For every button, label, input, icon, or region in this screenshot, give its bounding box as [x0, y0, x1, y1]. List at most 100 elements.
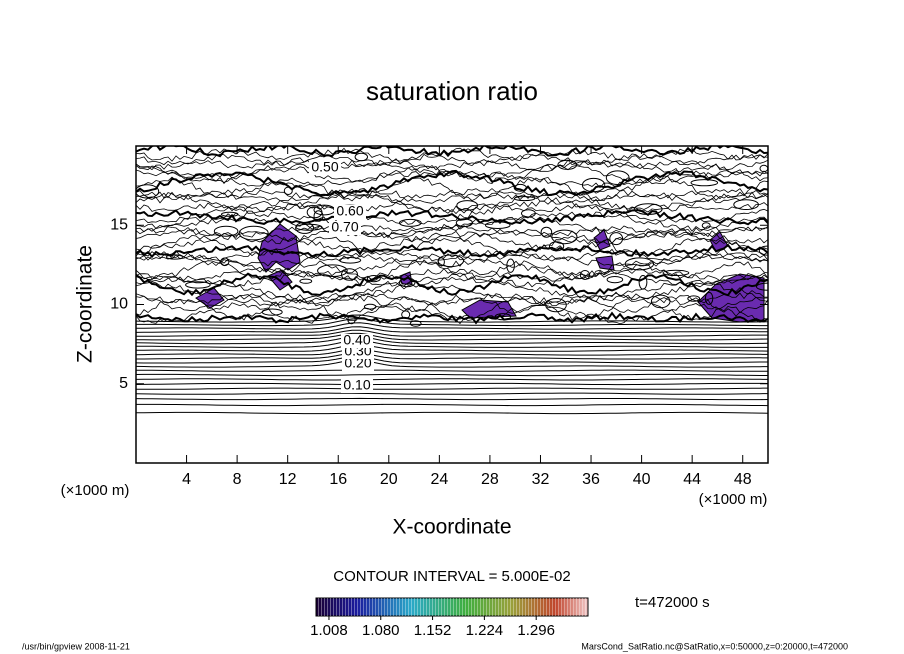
contour-loop: [557, 159, 578, 170]
contour-loop: [494, 313, 512, 321]
chart-title: saturation ratio: [366, 76, 538, 106]
footer-right: MarsCond_SatRatio.nc@SatRatio,x=0:50000,…: [581, 641, 848, 651]
contour-line: [136, 332, 768, 341]
contour-line: [136, 199, 768, 225]
contour-loop: [455, 218, 473, 228]
contour-loop: [624, 257, 655, 271]
contour-label: 0.10: [343, 377, 370, 393]
y-axis-label: Z-coordinate: [74, 245, 97, 363]
time-label: t=472000 s: [635, 594, 710, 611]
contour-loop: [398, 218, 422, 227]
contour-loop: [690, 179, 719, 187]
contour-line: [136, 356, 768, 364]
contour-line: [136, 369, 768, 372]
contour-loop: [354, 152, 368, 162]
contour-label-bg: [309, 161, 341, 175]
contour-line: [136, 397, 768, 401]
contour-line: [136, 411, 768, 415]
contour-line: [136, 348, 768, 356]
contour-loop: [581, 177, 606, 193]
contour-line: [136, 272, 768, 288]
contour-loop: [295, 223, 323, 231]
contour-line: [136, 281, 768, 307]
contour-line: [136, 352, 768, 360]
contour-loop: [165, 254, 184, 260]
contour-loop: [513, 183, 527, 192]
contour-line: [136, 159, 768, 179]
contour-line: [136, 359, 768, 368]
contour-line: [136, 209, 768, 226]
contour-loop: [545, 298, 567, 313]
contour-loop: [238, 225, 269, 241]
contour-loop: [398, 277, 416, 288]
x-tick-label: 28: [481, 471, 499, 488]
contour-label-bg: [329, 221, 361, 235]
contour-label-bg: [341, 334, 373, 348]
contour-loop: [758, 245, 768, 256]
contour-loop: [540, 226, 553, 238]
contour-loop: [638, 275, 648, 290]
x-tick-label: 20: [380, 471, 398, 488]
contour-line: [136, 344, 768, 352]
contour-loop: [687, 295, 701, 302]
contour-line: [136, 302, 768, 325]
contour-loop: [220, 257, 230, 267]
colorbar-tick-label: 1.296: [517, 622, 555, 639]
contour-loop: [437, 254, 465, 268]
contour-loop: [313, 210, 324, 222]
contour-loop: [409, 320, 422, 327]
contour-loop: [299, 278, 313, 284]
contour-line: [136, 215, 768, 239]
contour-loop: [313, 204, 336, 216]
contour-label-bg: [341, 379, 373, 393]
contour-label: 0.40: [343, 332, 370, 348]
contour-loop: [733, 199, 759, 211]
contour-loop: [485, 221, 511, 229]
contour-line: [136, 326, 768, 334]
x-tick-label: 36: [582, 471, 600, 488]
contour-loop: [606, 276, 624, 284]
contour-loop: [136, 184, 160, 199]
contour-line: [136, 267, 768, 283]
contour-line: [136, 294, 768, 314]
contour-label: 0.50: [311, 159, 338, 175]
contour-line: [136, 259, 768, 281]
contour-loop: [633, 203, 663, 215]
contour-loop: [401, 310, 411, 319]
x-axis-label: X-coordinate: [392, 516, 511, 539]
contour-loop: [220, 211, 239, 217]
contour-loop: [339, 257, 362, 264]
contour-line: [136, 336, 768, 345]
contour-line: [136, 382, 768, 386]
contour-line: [136, 292, 768, 305]
contour-line: [136, 276, 768, 303]
y-tick-label: 5: [119, 375, 128, 392]
contour-loop: [317, 264, 348, 278]
x-tick-label: 8: [233, 471, 242, 488]
contour-line: [136, 248, 768, 262]
contour-line: [136, 191, 768, 215]
contour-line: [136, 253, 768, 268]
x-tick-label: 24: [430, 471, 448, 488]
contour-interval: CONTOUR INTERVAL = 5.000E-02: [333, 568, 570, 585]
contour-loop: [662, 269, 690, 276]
contour-loop: [551, 229, 578, 245]
colorbar-tick-label: 1.080: [362, 622, 400, 639]
contour-line: [136, 153, 768, 167]
contour-loop: [579, 270, 591, 280]
contour-line: [136, 339, 768, 348]
contour-line: [136, 234, 768, 257]
contour-line: [136, 403, 768, 407]
x-tick-label: 16: [329, 471, 347, 488]
contour-line: [136, 392, 768, 395]
contour-loop: [306, 206, 323, 219]
x-tick-label: 44: [683, 471, 701, 488]
y-unit-label: (×1000 m): [61, 482, 130, 499]
contour-loop: [185, 281, 211, 289]
contour-lines: [136, 146, 768, 415]
contour-line: [136, 378, 768, 381]
contour-label-bg: [342, 357, 374, 371]
x-tick-label: 4: [182, 471, 191, 488]
contour-line: [136, 159, 768, 171]
contour-line: [136, 210, 768, 234]
